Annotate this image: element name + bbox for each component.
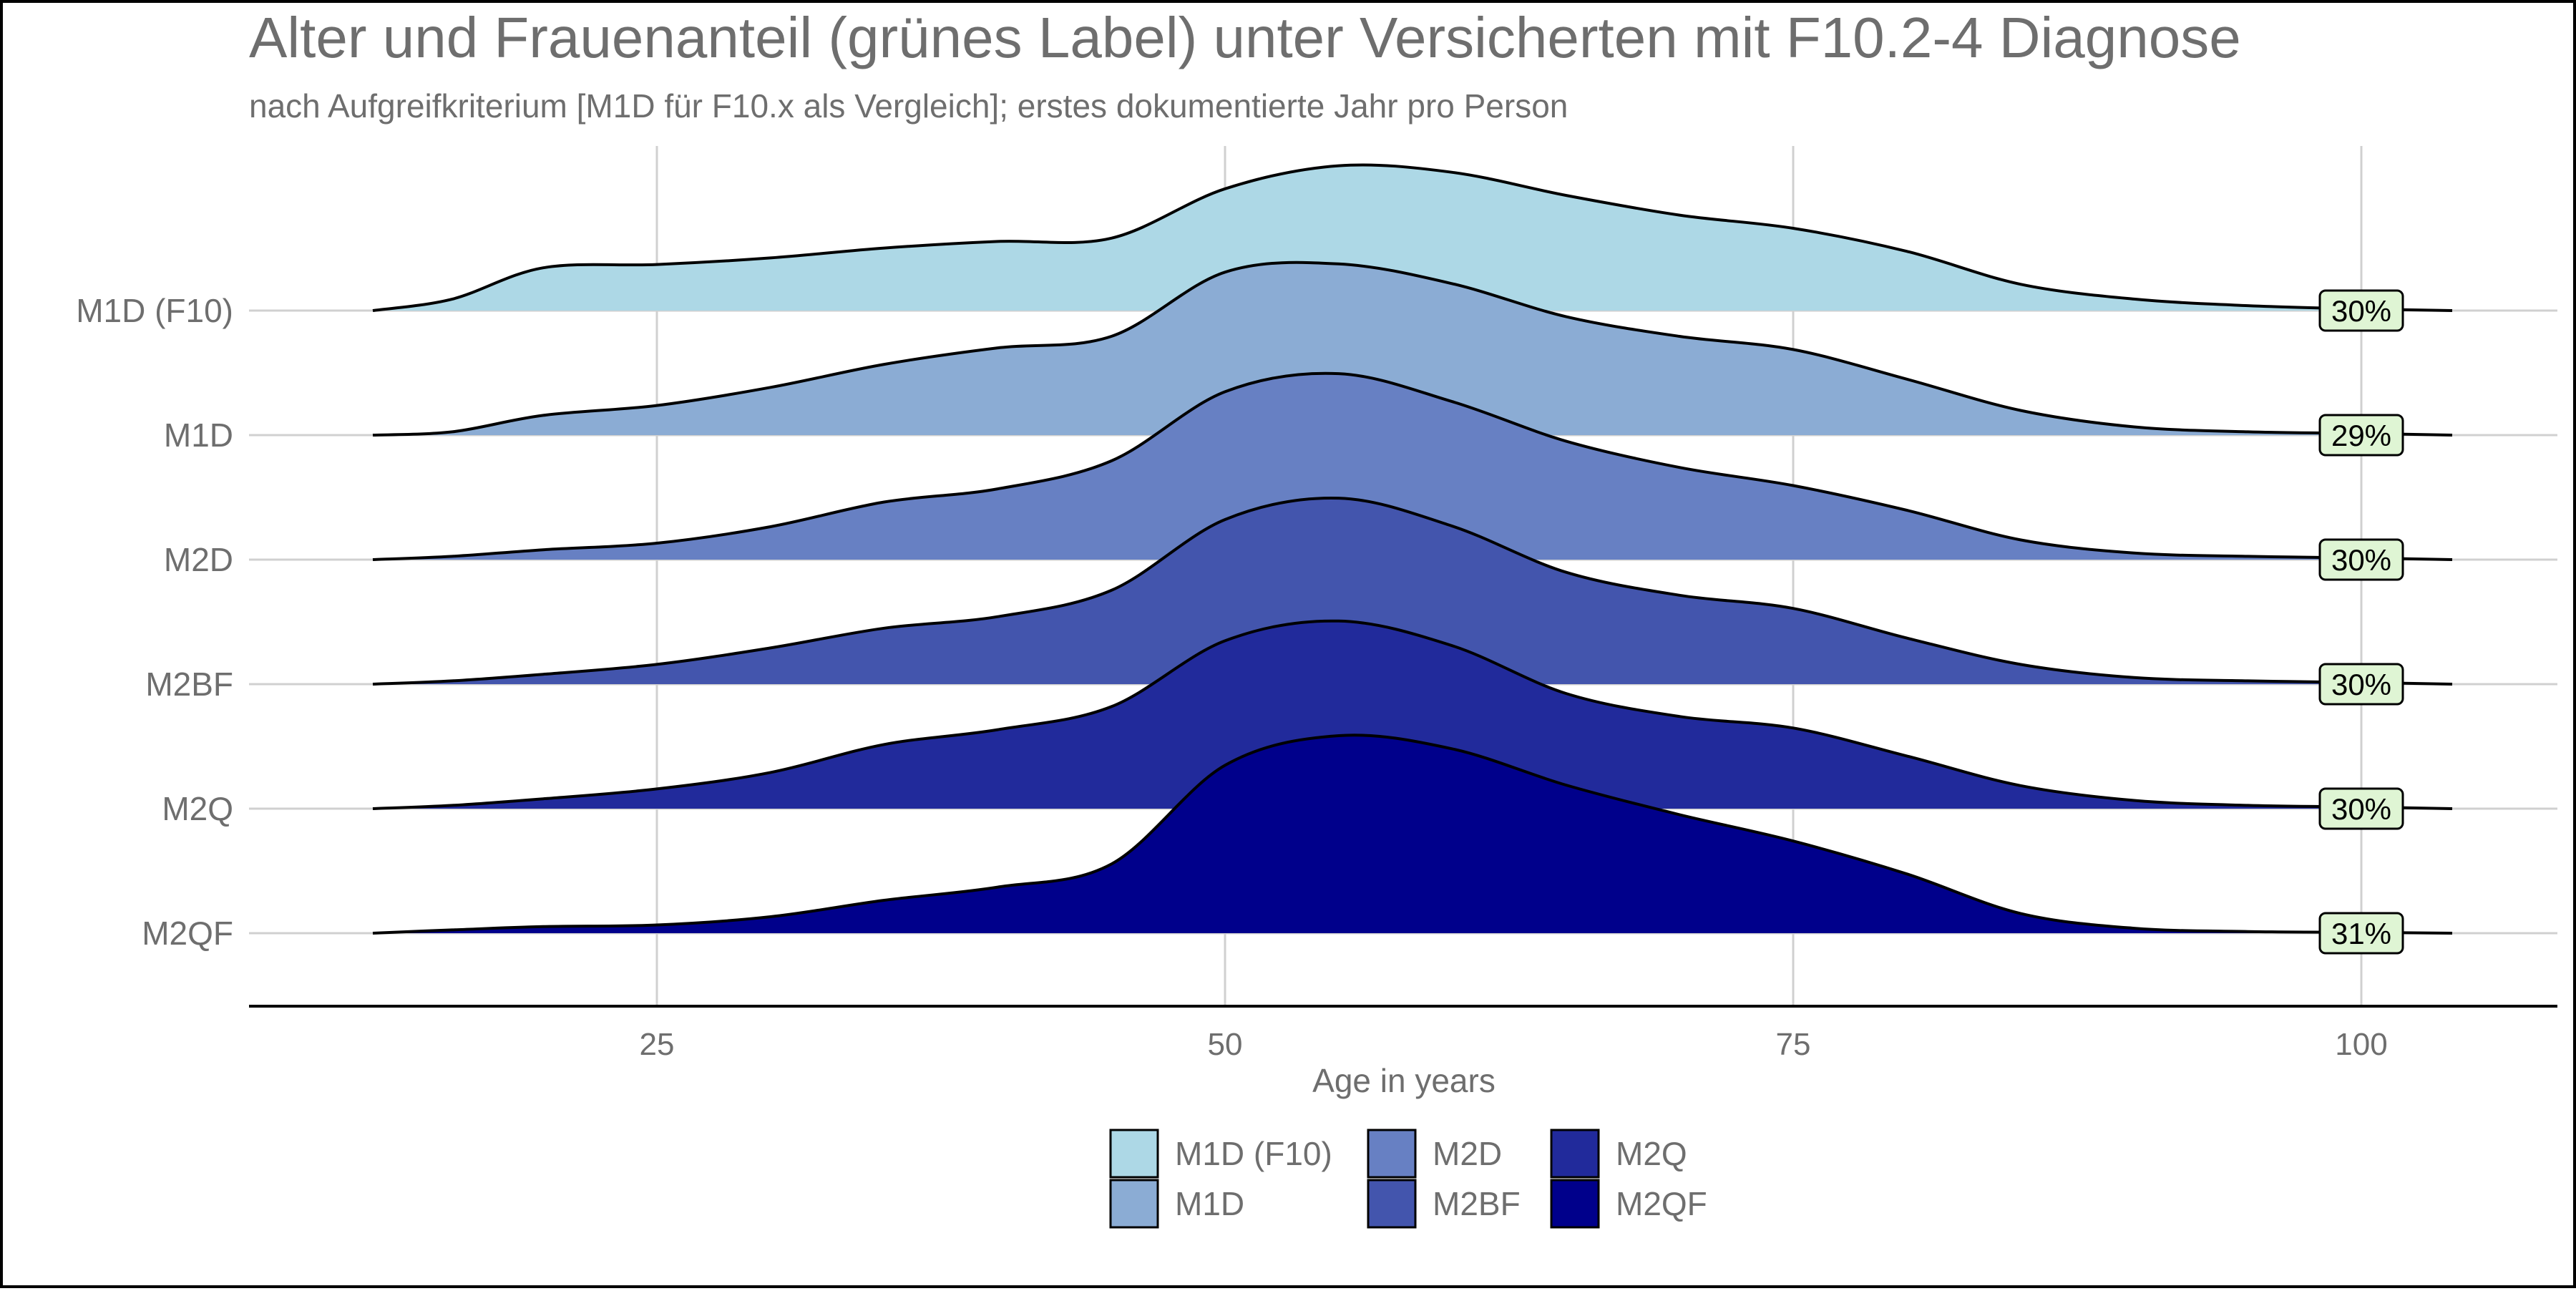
y-tick-label: M1D: [164, 416, 233, 454]
share-label-box: [2318, 912, 2404, 955]
chart-title: Alter und Frauenanteil (grünes Label) un…: [249, 6, 2241, 69]
ridge-fill: [373, 373, 2452, 560]
ridges: [372, 163, 2453, 935]
share-label-box: [2318, 663, 2404, 706]
y-tick-label: M2D: [164, 541, 233, 578]
ridge-fill: [373, 165, 2452, 311]
legend-label: M2Q: [1616, 1135, 1687, 1172]
ridge-fill: [373, 497, 2452, 684]
ridge-outline: [372, 260, 2453, 437]
x-axis-ticks: 25 50 75 100: [640, 1027, 2388, 1062]
legend-key: [1109, 1179, 1159, 1229]
x-axis-title: Age in years: [1312, 1062, 1496, 1099]
legend-key: [1109, 1129, 1159, 1179]
ridge-outline: [372, 619, 2453, 810]
ridge-outline: [372, 496, 2453, 686]
share-label-box: [2318, 538, 2404, 581]
share-label: 30%: [2331, 543, 2391, 577]
y-axis-labels: M1D (F10) M1D M2D M2BF M2Q M2QF: [76, 292, 233, 952]
share-label: 30%: [2331, 668, 2391, 701]
legend-key: [1550, 1129, 1600, 1179]
y-tick-label: M2QF: [142, 915, 233, 952]
legend-label: M2QF: [1616, 1185, 1707, 1222]
share-label-box: [2318, 289, 2404, 332]
x-tick-label: 100: [2335, 1027, 2387, 1062]
legend-label: M2D: [1433, 1135, 1502, 1172]
share-label-box: [2318, 414, 2404, 457]
legend-key: [1367, 1179, 1417, 1229]
x-tick-label: 25: [640, 1027, 675, 1062]
legend-label: M1D: [1175, 1185, 1244, 1222]
y-tick-label: M2BF: [145, 666, 233, 703]
share-label: 30%: [2331, 294, 2391, 328]
x-tick-label: 75: [1776, 1027, 1811, 1062]
ridgeline-chart: Alter und Frauenanteil (grünes Label) un…: [76, 6, 2557, 1229]
y-tick-label: M2Q: [162, 790, 233, 827]
legend-key: [1550, 1179, 1600, 1229]
x-tick-label: 50: [1208, 1027, 1243, 1062]
share-label: 30%: [2331, 792, 2391, 826]
legend-label: M1D (F10): [1175, 1135, 1332, 1172]
ridge-outline: [372, 163, 2453, 312]
ridge-fill: [373, 735, 2452, 933]
share-label: 29%: [2331, 419, 2391, 452]
ridge-fill: [373, 262, 2452, 435]
ridge-fill: [373, 620, 2452, 809]
ridge-outline: [372, 734, 2453, 935]
legend-key: [1367, 1129, 1417, 1179]
share-label-box: [2318, 787, 2404, 830]
legend-label: M2BF: [1433, 1185, 1521, 1222]
ridge-outline: [372, 371, 2453, 561]
legend: M1D (F10) M1D M2D M2BF M2Q M2QF: [1109, 1129, 1707, 1229]
chart-subtitle: nach Aufgreifkriterium [M1D für F10.x al…: [249, 87, 1568, 125]
y-tick-label: M1D (F10): [76, 292, 233, 329]
female-share-labels: 30% 29% 30% 30% 30% 31%: [2318, 289, 2404, 955]
share-label: 31%: [2331, 917, 2391, 950]
